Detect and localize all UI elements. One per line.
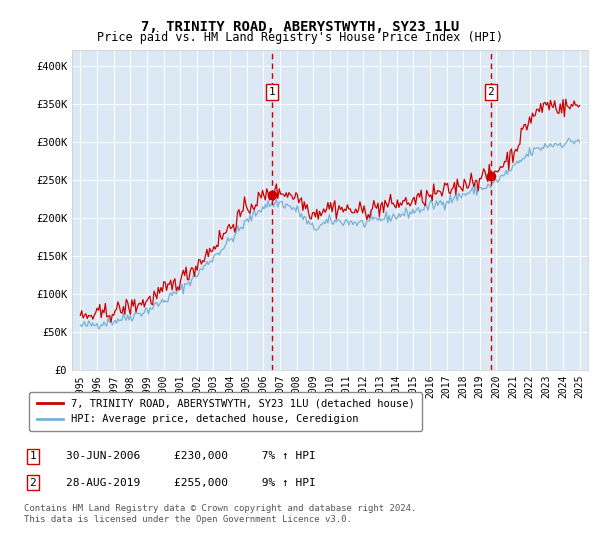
Text: Contains HM Land Registry data © Crown copyright and database right 2024.
This d: Contains HM Land Registry data © Crown c… — [24, 504, 416, 524]
Text: 2: 2 — [488, 87, 494, 97]
Text: 2: 2 — [29, 478, 37, 488]
Text: 1: 1 — [268, 87, 275, 97]
Text: 1: 1 — [29, 451, 37, 461]
Text: 7, TRINITY ROAD, ABERYSTWYTH, SY23 1LU: 7, TRINITY ROAD, ABERYSTWYTH, SY23 1LU — [141, 20, 459, 34]
Text: 28-AUG-2019     £255,000     9% ↑ HPI: 28-AUG-2019 £255,000 9% ↑ HPI — [66, 478, 316, 488]
Text: Price paid vs. HM Land Registry's House Price Index (HPI): Price paid vs. HM Land Registry's House … — [97, 31, 503, 44]
Text: 30-JUN-2006     £230,000     7% ↑ HPI: 30-JUN-2006 £230,000 7% ↑ HPI — [66, 451, 316, 461]
Legend: 7, TRINITY ROAD, ABERYSTWYTH, SY23 1LU (detached house), HPI: Average price, det: 7, TRINITY ROAD, ABERYSTWYTH, SY23 1LU (… — [29, 391, 422, 432]
